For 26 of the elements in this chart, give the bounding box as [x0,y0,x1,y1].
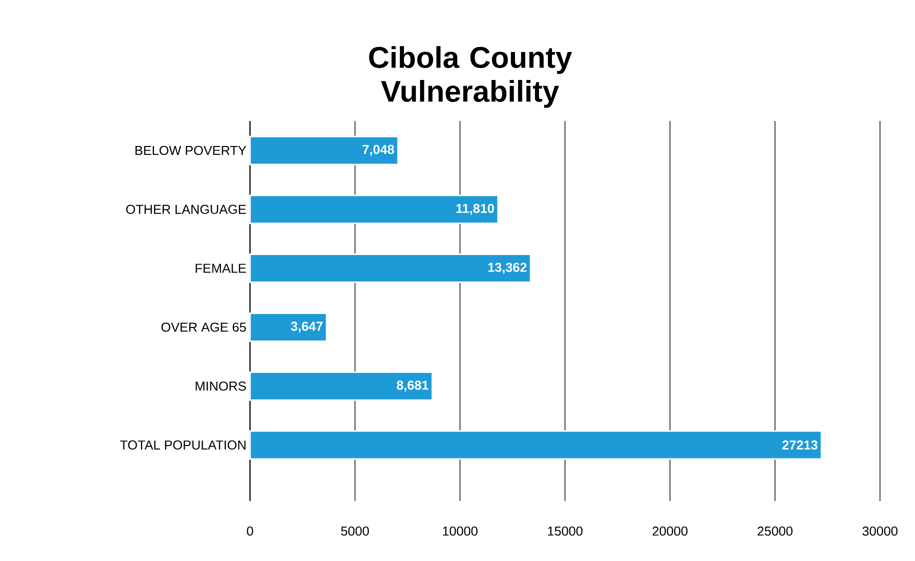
y-tick-label: FEMALE [196,264,246,273]
bar [249,254,532,284]
y-tick-label: TOTAL POPULATION [120,440,246,450]
bar [249,430,822,460]
x-tick-label: 15000 [548,526,583,536]
x-tick-label: 10000 [442,526,478,536]
y-tick-label: OVER AGE 65 [161,322,246,332]
bar [249,136,399,166]
data-label: 3,647 [290,322,323,333]
bar [249,371,434,401]
y-tick-label: MINORS [196,382,246,391]
data-label: 11,810 [456,204,494,215]
x-tick-label: 20000 [652,526,688,536]
data-label: 27213 [782,440,818,450]
y-tick-label: OTHER LANGUAGE [126,204,246,214]
x-tick-label: 30000 [862,526,898,536]
chart-title: Cibola County Vulnerability [369,46,572,108]
bar [249,194,499,224]
bar [249,312,328,342]
data-label: 8,681 [396,380,428,392]
data-label: 13,362 [488,262,527,274]
x-tick-label: 5000 [341,526,369,536]
data-label: 7,048 [362,144,394,156]
x-tick-label: 0 [246,526,254,536]
x-tick-label: 25000 [758,526,793,536]
y-tick-label: BELOW POVERTY [136,146,246,156]
